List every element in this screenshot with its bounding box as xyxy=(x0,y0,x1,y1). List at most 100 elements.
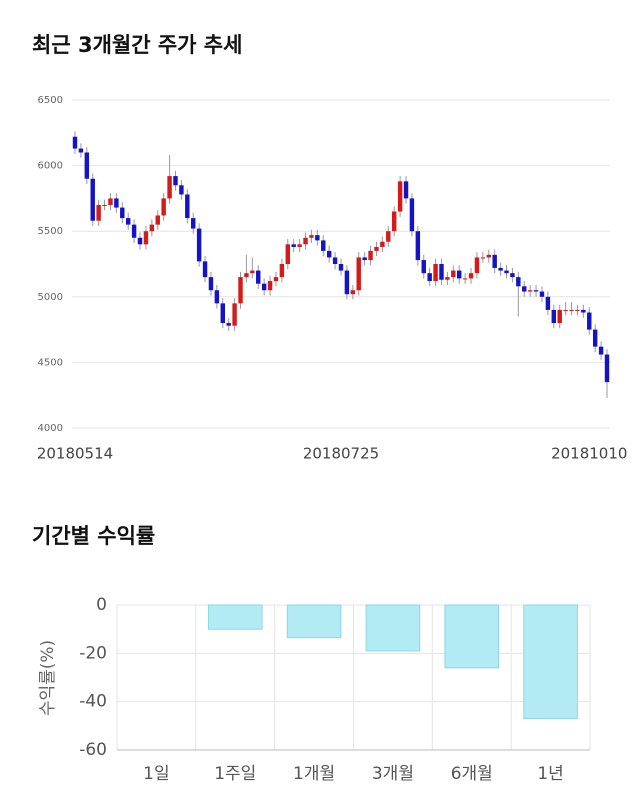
candle-body xyxy=(522,286,527,292)
candle-body xyxy=(261,283,267,291)
candle-body xyxy=(356,257,361,291)
candle-body xyxy=(569,309,574,311)
y-tick-label: 4000 xyxy=(38,423,63,434)
bar xyxy=(523,604,578,720)
candle-body xyxy=(321,240,326,251)
candle-body xyxy=(415,231,421,261)
candle-body xyxy=(510,273,515,278)
candle-body xyxy=(338,264,344,271)
candle-body xyxy=(445,277,450,280)
candle-body xyxy=(167,176,172,199)
candle-body xyxy=(451,270,456,278)
x-tick-label: 1일 xyxy=(143,764,169,784)
candle-body xyxy=(125,218,131,225)
candle-body xyxy=(403,181,409,199)
candle-body xyxy=(468,273,474,279)
candle-body xyxy=(238,277,243,304)
candle-body xyxy=(427,273,432,282)
y-tick-label: -40 xyxy=(79,692,107,712)
candle-body xyxy=(486,254,491,258)
candle-body xyxy=(545,296,551,310)
candle-body xyxy=(309,235,314,238)
candle-body xyxy=(161,198,166,216)
candle-body xyxy=(462,278,468,280)
y-tick-label: -20 xyxy=(79,643,107,663)
y-tick-label: 0 xyxy=(96,595,107,615)
candle-body xyxy=(391,211,397,232)
candle-body xyxy=(439,264,444,280)
candle-body xyxy=(332,257,338,264)
y-tick-label: 6000 xyxy=(38,161,63,172)
candle-body xyxy=(90,178,95,221)
candle-body xyxy=(232,303,237,326)
candle-body xyxy=(72,136,78,149)
candle-body xyxy=(250,270,255,274)
x-tick-label: 1주일 xyxy=(214,764,256,784)
candle-body xyxy=(533,290,539,292)
candle-body xyxy=(397,181,403,212)
candle-body xyxy=(575,309,580,311)
chart-title: 기간별 수익률 xyxy=(32,524,155,548)
y-axis-label: 수익률(%) xyxy=(38,640,58,716)
candle-body xyxy=(516,277,521,287)
candle-body xyxy=(84,152,90,179)
candle-body xyxy=(527,290,533,292)
candle-body xyxy=(492,254,497,268)
candle-body xyxy=(143,231,149,245)
candle-body xyxy=(498,267,503,271)
candle-body xyxy=(598,346,604,355)
y-tick-label: -60 xyxy=(79,740,107,760)
candle-body xyxy=(557,309,562,324)
candle-body xyxy=(214,290,220,304)
y-tick-label: 6500 xyxy=(38,95,63,106)
bar xyxy=(286,604,342,639)
candle-body xyxy=(315,235,320,241)
bar xyxy=(444,604,500,669)
candle-body xyxy=(350,290,356,295)
x-tick-label: 20180514 xyxy=(37,445,113,463)
candle-body xyxy=(433,264,438,282)
y-tick-label: 5000 xyxy=(38,292,63,303)
candle-body xyxy=(504,270,509,274)
candle-body xyxy=(297,244,302,247)
candle-body xyxy=(285,244,291,264)
candle-body xyxy=(179,185,184,195)
candle-body xyxy=(96,204,101,221)
candle-body xyxy=(386,231,391,242)
candle-body xyxy=(226,323,231,326)
candle-body xyxy=(256,270,261,284)
candle-body xyxy=(374,246,379,251)
x-tick-label: 3개월 xyxy=(372,764,414,784)
x-tick-label: 20180725 xyxy=(303,445,379,463)
candle-body xyxy=(409,198,415,232)
x-tick-label: 20181010 xyxy=(551,445,627,463)
candle-body xyxy=(185,194,190,219)
candle-body xyxy=(149,224,155,232)
candle-body xyxy=(344,270,350,295)
candle-body xyxy=(303,237,308,245)
y-tick-label: 4500 xyxy=(38,357,63,368)
candle-body xyxy=(581,309,586,313)
candle-body xyxy=(457,270,462,279)
candle-body xyxy=(326,250,332,258)
candle-body xyxy=(539,291,545,297)
candle-body xyxy=(196,228,202,262)
candle-body xyxy=(78,148,84,153)
candle-body xyxy=(592,329,598,347)
candle-body xyxy=(362,257,367,261)
candle-body xyxy=(273,277,279,282)
candle-body xyxy=(137,237,143,245)
bar xyxy=(365,604,421,652)
candle-body xyxy=(480,257,486,259)
candle-body xyxy=(587,312,592,330)
candle-body xyxy=(202,261,208,278)
candle-body xyxy=(279,264,285,278)
candle-body xyxy=(191,218,196,229)
candle-body xyxy=(102,204,107,206)
candle-body xyxy=(220,303,225,324)
bar xyxy=(207,604,263,630)
candle-body xyxy=(244,273,249,278)
candle-body xyxy=(173,176,178,186)
candle-body xyxy=(604,354,610,383)
